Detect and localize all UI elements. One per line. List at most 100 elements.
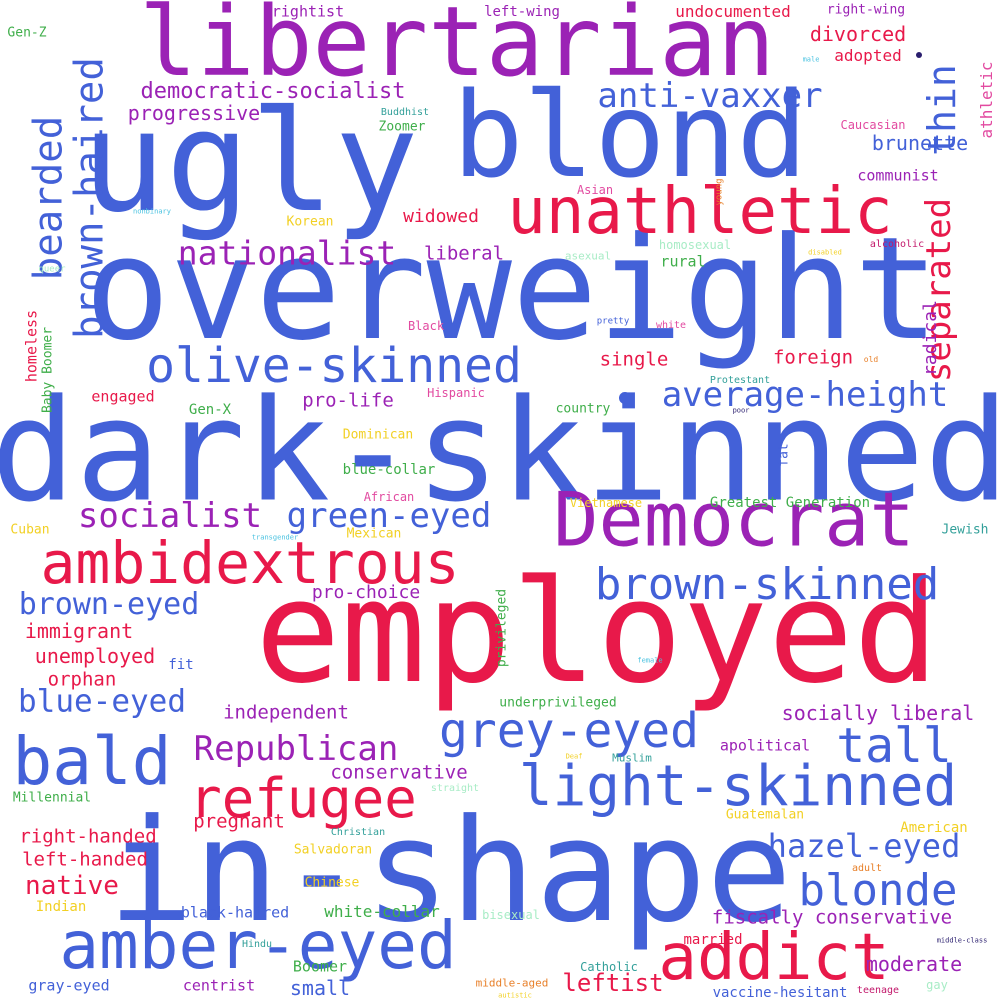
word-bald: bald bbox=[12, 723, 172, 800]
word-centrist: centrist bbox=[182, 976, 256, 995]
word-buddhist: Buddhist bbox=[380, 107, 430, 118]
word-young: young bbox=[714, 178, 725, 206]
word-asexual: asexual bbox=[564, 249, 612, 263]
word-communist: communist bbox=[857, 166, 939, 185]
word-hindu: Hindu bbox=[241, 939, 273, 950]
word-female: female bbox=[637, 656, 663, 665]
word-unemployed: unemployed bbox=[34, 644, 156, 668]
word-orphan: orphan bbox=[47, 668, 117, 691]
word-adopted: adopted bbox=[834, 46, 902, 65]
word-liberal: liberal bbox=[423, 242, 505, 265]
word-vietnamese: Vietnamese bbox=[569, 496, 643, 510]
word-hispanic: Hispanic bbox=[427, 386, 485, 400]
word-african: African bbox=[363, 490, 415, 504]
word-catholic: Catholic bbox=[580, 960, 638, 974]
word-progressive: progressive bbox=[127, 101, 261, 125]
word-native: native bbox=[25, 871, 119, 901]
word-amber-eyed: amber-eyed bbox=[59, 907, 457, 984]
word-engaged: engaged bbox=[91, 387, 155, 406]
word-right-wing: right-wing bbox=[826, 2, 906, 18]
word-gay: gay bbox=[926, 978, 948, 992]
word-pro-choice: pro-choice bbox=[311, 582, 421, 603]
word-rural: rural bbox=[660, 252, 706, 271]
word-black-haired: black-haired bbox=[180, 903, 290, 922]
word-unathletic: unathletic bbox=[507, 175, 893, 249]
word-disabled: disabled bbox=[808, 248, 842, 257]
word-moderate: moderate bbox=[865, 952, 963, 976]
word-libertarian: libertarian bbox=[139, 0, 775, 98]
word-queer: queer bbox=[38, 264, 66, 275]
word-old: old bbox=[863, 355, 879, 364]
word-refugee: refugee bbox=[189, 767, 417, 830]
word-dominican: Dominican bbox=[342, 427, 414, 443]
word-blonde: blonde bbox=[798, 865, 958, 916]
word-alcoholic: alcoholic bbox=[869, 239, 925, 250]
word-brown-haired: brown-haired bbox=[67, 57, 113, 339]
word-teenage: teenage bbox=[856, 985, 900, 996]
word-anti-vaxxer: anti-vaxxer bbox=[597, 76, 823, 116]
word-gen-x: Gen-X bbox=[188, 402, 232, 418]
word-immigrant: immigrant bbox=[24, 619, 134, 643]
word-apolitical: apolitical bbox=[719, 736, 811, 755]
word-grey-eyed: grey-eyed bbox=[438, 703, 700, 759]
word-blond: blond bbox=[452, 66, 808, 204]
word-brunette: brunette bbox=[871, 131, 969, 155]
word-middle-aged: middle-aged bbox=[475, 976, 549, 990]
word-cuban: Cuban bbox=[10, 522, 50, 538]
word-guatemalan: Guatemalan bbox=[725, 807, 805, 823]
word-adult: adult bbox=[851, 863, 883, 874]
word-pregnant: pregnant bbox=[193, 810, 285, 833]
word-undocumented: undocumented bbox=[675, 2, 791, 21]
word-middle-class: middle-class bbox=[936, 936, 988, 945]
word-bisexual: bisexual bbox=[482, 908, 540, 922]
word-addict: addict bbox=[658, 921, 890, 995]
word-protestant: Protestant bbox=[709, 375, 771, 386]
word-small: small bbox=[289, 976, 351, 1000]
word-single: single bbox=[599, 348, 669, 371]
word-underprivileged: underprivileged bbox=[499, 695, 617, 711]
word-left-handed: left-handed bbox=[22, 848, 148, 871]
word-deaf: Deaf bbox=[565, 752, 583, 761]
word-american: American bbox=[900, 820, 968, 836]
word-right-handed: right-handed bbox=[19, 825, 157, 848]
word-jewish: Jewish bbox=[941, 522, 989, 538]
word-employed: employed bbox=[255, 550, 939, 715]
word-boomer: Boomer bbox=[292, 957, 348, 976]
word-salvadoran: Salvadoran bbox=[293, 842, 373, 858]
word-light-skinned: light-skinned bbox=[518, 754, 958, 819]
word-hazel-eyed: hazel-eyed bbox=[767, 827, 961, 865]
word-country: country bbox=[555, 401, 611, 417]
word-asian: Asian bbox=[576, 183, 614, 197]
word-indian: Indian bbox=[35, 899, 87, 915]
word-conservative: conservative bbox=[330, 761, 468, 784]
word-greatest-generation: Greatest Generation bbox=[709, 495, 871, 511]
word-caucasian: Caucasian bbox=[840, 118, 906, 132]
word-korean: Korean bbox=[286, 214, 334, 230]
word-nationalist: nationalist bbox=[177, 233, 397, 273]
word-brown-eyed: brown-eyed bbox=[18, 587, 200, 622]
word-poor: poor bbox=[732, 406, 750, 415]
word-green-eyed: green-eyed bbox=[286, 496, 492, 536]
word-bearded: bearded bbox=[26, 115, 72, 281]
word-socialist: socialist bbox=[77, 496, 263, 536]
word-homeless: homeless bbox=[22, 309, 41, 383]
word-overweight: overweight bbox=[84, 207, 940, 372]
word-male: male bbox=[802, 55, 820, 64]
word-straight: straight bbox=[430, 783, 480, 794]
word-black: Black bbox=[407, 319, 445, 333]
word-transgender: transgender bbox=[251, 533, 299, 542]
word-homosexual: homosexual bbox=[658, 238, 732, 252]
word-gen-z: Gen-Z bbox=[7, 25, 47, 41]
word-rightist: rightist bbox=[271, 2, 345, 21]
word-democrat: Democrat bbox=[553, 475, 915, 564]
word-autistic: autistic bbox=[498, 991, 532, 1000]
word-brown-skinned: brown-skinned bbox=[594, 559, 940, 610]
word-republican: Republican bbox=[193, 729, 399, 769]
word-white: white bbox=[655, 320, 687, 331]
word-vaccine-hesitant: vaccine-hesitant bbox=[712, 985, 848, 1000]
word-in-shape: in-shape bbox=[108, 789, 792, 954]
word-socially-liberal: socially liberal bbox=[781, 701, 975, 725]
word-ugly: ugly bbox=[81, 81, 419, 244]
word-nonbinary: nonbinary bbox=[133, 207, 171, 216]
